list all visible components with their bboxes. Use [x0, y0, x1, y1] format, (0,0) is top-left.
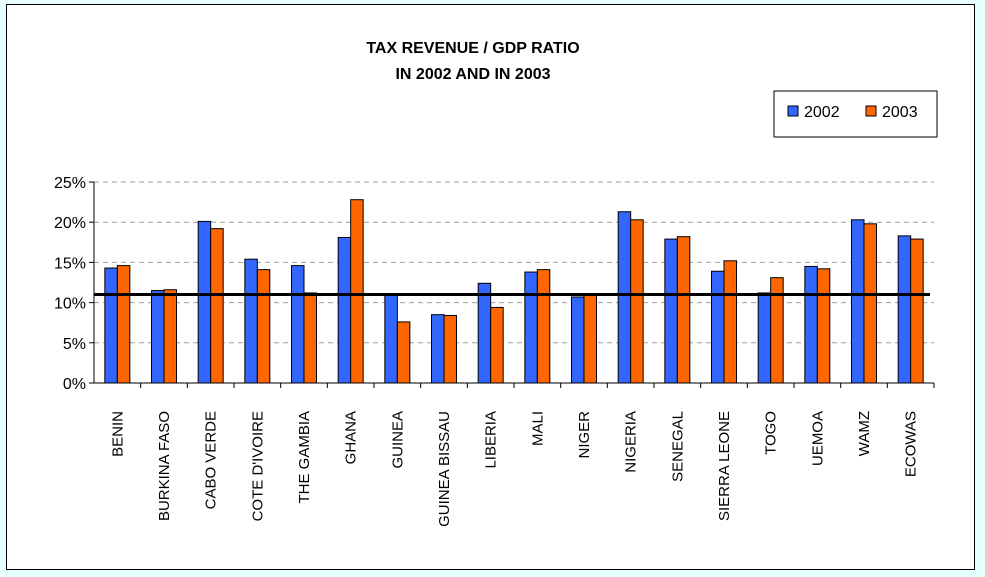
bar-2003 [443, 314, 457, 384]
category-label: NIGERIA [623, 411, 640, 473]
bar-2002 [337, 236, 352, 384]
bar-2003 [350, 199, 364, 384]
bar-2002 [197, 220, 212, 384]
category-label: BENIN [109, 411, 126, 457]
bar-2002 [571, 296, 585, 384]
category-label: ECOWAS [903, 411, 920, 477]
y-tick-label: 15% [54, 255, 86, 272]
bar-2003 [210, 228, 224, 384]
chart-title: TAX REVENUE / GDP RATIO [366, 40, 579, 57]
bar-2003 [676, 236, 691, 384]
category-label: NIGER [576, 411, 593, 459]
bar-2003 [536, 269, 551, 384]
category-label: COTE D'IVOIRE [249, 411, 266, 521]
category-label: MALI [529, 411, 546, 446]
y-tick-label: 5% [63, 336, 86, 353]
category-label: GHANA [343, 411, 360, 464]
bar-2003 [163, 289, 177, 384]
bar-2003 [863, 223, 877, 384]
bar-2003 [256, 269, 271, 384]
category-label: GUINEA [389, 411, 406, 469]
legend: 2002 2003 [773, 90, 938, 138]
bar-2003 [303, 292, 317, 384]
bar-2003 [583, 294, 597, 384]
chart-svg: TAX REVENUE / GDP RATIO IN 2002 AND IN 2… [54, 40, 938, 527]
category-label: BURKINA FASO [156, 411, 173, 521]
bar-2002 [384, 294, 398, 384]
bar-2003 [910, 238, 924, 384]
bar-2003 [816, 268, 831, 384]
category-label: UEMOA [809, 411, 826, 466]
bar-2002 [804, 265, 818, 384]
bar-2003 [396, 321, 411, 384]
bar-2002 [291, 265, 305, 384]
y-tick-label: 10% [54, 296, 86, 313]
legend-swatch-2003 [865, 105, 877, 117]
legend-box [773, 90, 938, 138]
bar-2002 [711, 270, 725, 384]
category-label: SENEGAL [669, 411, 686, 482]
bar-2003 [770, 277, 784, 384]
legend-label-2002: 2002 [804, 104, 840, 121]
bar-2002 [477, 282, 492, 384]
category-label: SIERRA LEONE [716, 411, 733, 521]
bar-2002 [244, 258, 258, 384]
bar-2002 [664, 238, 678, 384]
bar-2003 [116, 265, 131, 384]
chart-area: TAX REVENUE / GDP RATIO IN 2002 AND IN 2… [6, 4, 975, 570]
category-label: LIBERIA [483, 411, 500, 469]
bar-2002 [897, 235, 912, 384]
y-tick-label: 20% [54, 215, 86, 232]
legend-swatch-2002 [787, 105, 799, 117]
y-tick-label: 0% [63, 376, 86, 393]
y-tick-label: 25% [54, 175, 86, 192]
bar-2002 [617, 211, 632, 384]
chart-subtitle: IN 2002 AND IN 2003 [395, 66, 550, 83]
category-label: TOGO [763, 411, 780, 455]
category-label: GUINEA BISSAU [436, 411, 453, 527]
bar-2002 [104, 267, 118, 384]
category-label: THE GAMBIA [296, 411, 313, 504]
plot-area: 0% 5% 10% 15% 20% 25% BENIN BURKINA FASO CABO VE… [54, 175, 935, 527]
bar-2002 [151, 290, 165, 384]
bar-2002 [431, 314, 445, 384]
bar-2002 [851, 219, 865, 384]
bar-2003 [723, 260, 737, 384]
bar-2003 [630, 219, 644, 384]
bar-2002 [524, 271, 538, 384]
bar-2003 [490, 306, 504, 384]
legend-label-2003: 2003 [882, 104, 918, 121]
category-label: WAMZ [856, 411, 873, 456]
category-label: CABO VERDE [203, 411, 220, 509]
bar-2002 [757, 292, 772, 384]
